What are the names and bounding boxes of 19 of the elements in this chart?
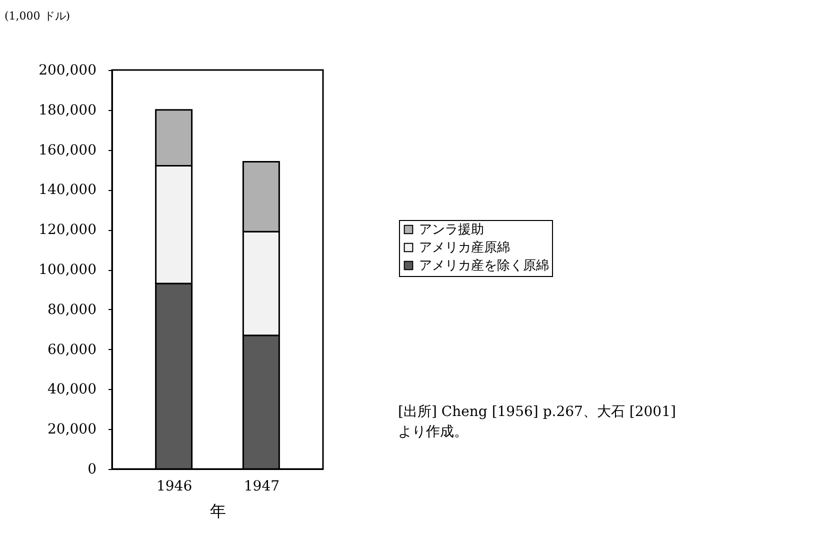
x-tick-label: 1946: [156, 478, 192, 494]
text: [出所] Cheng [1956] p.267、大石 [2001] より作成。: [398, 404, 676, 440]
legend-label: アメリカ産を除く原綿: [419, 258, 549, 274]
y-tick-label: 180,000: [38, 102, 96, 118]
y-tick-label: 200,000: [38, 62, 96, 78]
x-tick-label: 1947: [244, 478, 280, 494]
y-axis-title: (1,000 ドル): [4, 10, 70, 22]
legend-label: アンラ援助: [419, 222, 484, 238]
y-tick-label: 100,000: [38, 262, 96, 278]
x-axis-title: 年: [210, 502, 226, 520]
y-tick-label: 40,000: [48, 382, 96, 398]
y-tick-label: 160,000: [38, 142, 96, 158]
y-tick-label: 120,000: [38, 222, 96, 238]
y-tick-label: 20,000: [48, 422, 96, 438]
y-tick-label: 60,000: [48, 342, 96, 358]
y-tick-label: 140,000: [38, 182, 96, 198]
legend-label: アメリカ産原綿: [419, 240, 510, 256]
y-tick-label: 0: [88, 462, 96, 478]
y-tick-label: 80,000: [48, 302, 96, 318]
